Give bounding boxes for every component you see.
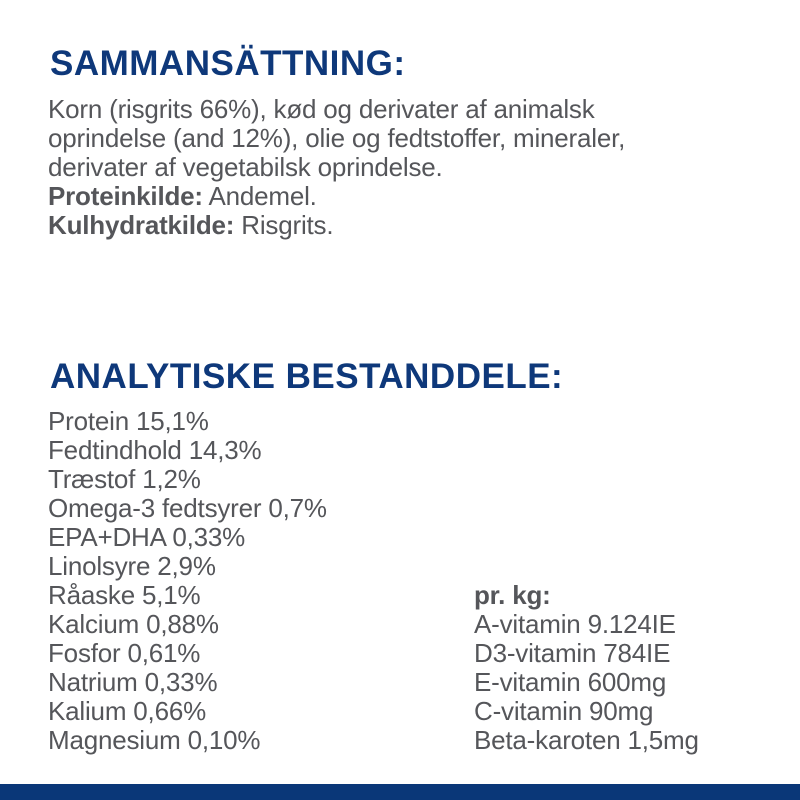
- nutrient-line: EPA+DHA 0,33%: [48, 522, 246, 552]
- vitamin-line: A-vitamin 9.124IE: [474, 609, 676, 639]
- vitamin-line: C-vitamin 90mg: [474, 696, 654, 726]
- protein-source-value: Andemel.: [202, 181, 317, 211]
- nutrient-line: Magnesium 0,10%: [48, 725, 261, 755]
- vitamin-line: Beta-karoten 1,5mg: [474, 725, 699, 755]
- carbohydrate-source-value: Risgrits.: [234, 210, 334, 240]
- nutrient-line: Kalcium 0,88%: [48, 609, 219, 639]
- composition-body: Korn (risgrits 66%), kød og derivater af…: [48, 95, 625, 240]
- nutrient-line: Fosfor 0,61%: [48, 638, 201, 668]
- composition-heading: SAMMANSÄTTNING:: [50, 44, 406, 83]
- nutrient-line: Kalium 0,66%: [48, 696, 207, 726]
- nutrient-list: Protein 15,1% Fedtindhold 14,3% Træstof …: [48, 407, 327, 755]
- nutrient-line: Træstof 1,2%: [48, 464, 201, 494]
- nutrient-line: Natrium 0,33%: [48, 667, 218, 697]
- vitamin-line: E-vitamin 600mg: [474, 667, 667, 697]
- per-kg-heading: pr. kg:: [474, 580, 551, 610]
- analysis-heading: ANALYTISKE BESTANDDELE:: [50, 357, 564, 396]
- nutrient-line: Råaske 5,1%: [48, 580, 201, 610]
- bottom-brand-bar: [0, 784, 800, 800]
- nutrient-line: Fedtindhold 14,3%: [48, 435, 262, 465]
- nutrient-line: Omega-3 fedtsyrer 0,7%: [48, 493, 327, 523]
- carbohydrate-source-label: Kulhydratkilde:: [48, 210, 235, 240]
- ingredients-line: Korn (risgrits 66%), kød og derivater af…: [48, 94, 595, 124]
- nutrient-line: Protein 15,1%: [48, 406, 209, 436]
- protein-source-label: Proteinkilde:: [48, 181, 203, 211]
- vitamin-line: D3-vitamin 784IE: [474, 638, 671, 668]
- ingredients-line: derivater af vegetabilsk oprindelse.: [48, 152, 443, 182]
- per-kg-column: pr. kg: A-vitamin 9.124IE D3-vitamin 784…: [474, 581, 699, 755]
- nutrient-line: Linolsyre 2,9%: [48, 551, 216, 581]
- ingredients-line: oprindelse (and 12%), olie og fedtstoffe…: [48, 123, 626, 153]
- protein-source-line: Proteinkilde: Andemel.: [48, 182, 625, 211]
- carbohydrate-source-line: Kulhydratkilde: Risgrits.: [48, 211, 625, 240]
